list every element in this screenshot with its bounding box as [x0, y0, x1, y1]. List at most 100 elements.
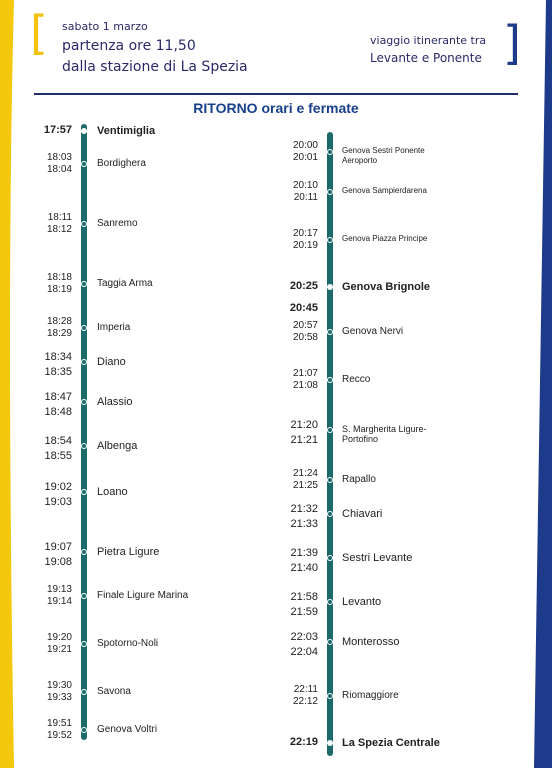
stop-marker-icon — [327, 189, 333, 195]
left-arrival-time: 18:03 — [46, 152, 72, 163]
right-time: 20:00 20:01 — [278, 140, 318, 164]
left-time: 19:07 19:08 — [32, 540, 72, 570]
left-departure-time: 18:35 — [44, 366, 72, 378]
right-departure-time: 20:01 — [292, 152, 318, 163]
stop-marker-icon — [327, 639, 333, 645]
stop-marker-icon — [327, 740, 333, 746]
left-departure-time: 18:12 — [46, 224, 72, 235]
right-departure-time: 20:58 — [292, 332, 318, 343]
left-time: 18:34 18:35 — [32, 350, 72, 380]
left-bracket-icon: [ — [30, 6, 48, 60]
right-stop-name: S. Margherita Ligure-Portofino — [342, 424, 427, 444]
left-departure-time: 19:14 — [46, 596, 72, 607]
stop-marker-icon — [81, 399, 87, 405]
header-trip-line1: viaggio itinerante tra — [370, 34, 487, 47]
left-departure-time: 18:29 — [46, 328, 72, 339]
header-departure: partenza ore 11,50 — [62, 38, 196, 54]
stop-marker-icon — [327, 477, 333, 483]
stop-marker-icon — [327, 511, 333, 517]
stop-marker-icon — [81, 689, 87, 695]
right-departure-time: 20:11 — [293, 192, 318, 203]
right-time: 21:32 21:33 — [278, 502, 318, 532]
left-time: 18:28 18:29 — [32, 316, 72, 340]
left-departure-time: 19:03 — [44, 496, 72, 508]
right-departure-time: 21:33 — [290, 518, 318, 530]
right-stop-name: Genova Sestri Ponente Aeroporto — [342, 146, 425, 165]
left-arrival-time: 18:47 — [44, 391, 72, 403]
left-arrival-time: 19:02 — [44, 481, 72, 493]
right-time: 20:10 20:11 — [278, 180, 318, 204]
right-stop-name: Genova Nervi — [342, 326, 404, 337]
right-arrival-time: 20:45 — [289, 302, 318, 314]
right-stop-name: La Spezia Centrale — [342, 737, 440, 749]
left-departure-time: 19:33 — [46, 692, 72, 703]
right-stop-name: Genova Brignole — [342, 281, 431, 293]
right-time: 20:45 — [278, 302, 318, 314]
left-time: 19:51 19:52 — [32, 718, 72, 742]
right-arrival-time: 22:03 — [290, 631, 318, 643]
stop-marker-icon — [81, 128, 87, 134]
right-departure-time: 21:21 — [290, 434, 318, 446]
right-time: 21:07 21:08 — [278, 368, 318, 392]
stop-marker-icon — [81, 359, 87, 365]
left-time: 19:30 19:33 — [32, 680, 72, 704]
left-arrival-time: 19:30 — [46, 680, 72, 691]
left-arrival-time: 18:34 — [44, 351, 72, 363]
left-stop-name: Bordighera — [97, 158, 146, 169]
right-time: 21:58 21:59 — [278, 590, 318, 620]
left-stop-name: Sanremo — [97, 218, 138, 229]
right-arrival-time: 20:57 — [292, 320, 318, 331]
right-arrival-time: 21:24 — [292, 468, 318, 479]
left-arrival-time: 18:11 — [47, 212, 72, 223]
stop-marker-icon — [81, 549, 87, 555]
right-route-line — [327, 132, 333, 756]
right-stop-name: Levanto — [342, 596, 382, 608]
right-time: 21:20 21:21 — [278, 418, 318, 448]
left-departure-time: 18:48 — [44, 406, 72, 418]
right-departure-time: 22:04 — [290, 646, 318, 658]
left-time: 18:54 18:55 — [32, 434, 72, 464]
right-time: 20:17 20:19 — [278, 228, 318, 252]
stop-marker-icon — [327, 377, 333, 383]
left-arrival-time: 18:18 — [46, 272, 72, 283]
right-stop-name: Rapallo — [342, 474, 376, 485]
left-stop-name: Pietra Ligure — [97, 546, 160, 558]
left-stop-name: Spotorno-Noli — [97, 638, 159, 649]
stop-marker-icon — [81, 161, 87, 167]
left-arrival-time: 18:28 — [46, 316, 72, 327]
right-departure-time: 21:08 — [292, 380, 318, 391]
left-time: 18:11 18:12 — [32, 212, 72, 236]
right-departure-time: 20:19 — [292, 240, 318, 251]
left-time: 18:18 18:19 — [32, 272, 72, 296]
left-stop-name: Genova Voltri — [97, 724, 158, 735]
right-time: 22:11 22:12 — [278, 684, 318, 708]
right-time: 22:03 22:04 — [278, 630, 318, 660]
left-stop-name: Taggia Arma — [97, 278, 153, 289]
left-time: 19:13 19:14 — [32, 584, 72, 608]
left-departure-time: 18:04 — [46, 164, 72, 175]
left-departure-time: 18:55 — [44, 450, 72, 462]
blue-edge-decoration — [534, 0, 552, 768]
left-stop-name: Savona — [97, 686, 131, 697]
left-time: 17:57 — [32, 124, 72, 136]
left-departure-time: 19:08 — [44, 556, 72, 568]
left-arrival-time: 19:13 — [46, 584, 72, 595]
left-stop-name: Ventimiglia — [97, 125, 156, 137]
right-arrival-time: 20:00 — [292, 140, 318, 151]
header-station: dalla stazione di La Spezia — [62, 59, 248, 75]
right-arrival-time: 20:17 — [292, 228, 318, 239]
stop-marker-icon — [81, 443, 87, 449]
right-arrival-time: 21:20 — [290, 419, 318, 431]
right-stop-name: Genova Sampierdarena — [342, 186, 427, 195]
stop-marker-icon — [327, 284, 333, 290]
left-stop-name: Loano — [97, 486, 128, 498]
right-arrival-time: 21:07 — [292, 368, 318, 379]
left-departure-time: 19:52 — [46, 730, 72, 741]
left-departure-time: 19:21 — [46, 644, 72, 655]
right-stop-name: Riomaggiore — [342, 690, 399, 701]
left-time: 19:02 19:03 — [32, 480, 72, 510]
stop-marker-icon — [327, 329, 333, 335]
yellow-edge-decoration — [0, 0, 14, 768]
left-stop-name: Imperia — [97, 322, 131, 333]
left-route-line — [81, 124, 87, 740]
